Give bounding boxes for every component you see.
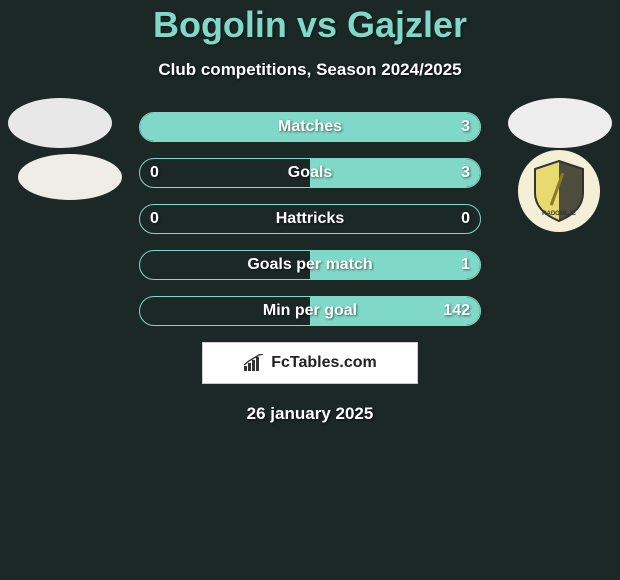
stat-label: Goals per match (140, 256, 480, 274)
stat-label: Min per goal (140, 302, 480, 320)
stat-right-value: 3 (442, 118, 470, 136)
stat-row-gpm: Goals per match 1 (139, 250, 481, 280)
subtitle: Club competitions, Season 2024/2025 (0, 60, 620, 80)
left-club-badge-1 (8, 98, 112, 148)
stat-right-value: 0 (442, 210, 470, 228)
page-title: Bogolin vs Gajzler (0, 4, 620, 46)
stat-right-value: 3 (442, 164, 470, 182)
right-club-badge-2: RADOMLJE (518, 150, 600, 232)
stat-rows: Matches 3 0 Goals 3 0 Hattricks 0 Goals … (139, 112, 481, 326)
right-club-badge-1 (508, 98, 612, 148)
stat-label: Goals (140, 164, 480, 182)
badge-text: RADOMLJE (542, 211, 576, 217)
left-club-badge-2 (18, 154, 122, 200)
date-label: 26 january 2025 (0, 404, 620, 424)
stat-label: Hattricks (140, 210, 480, 228)
stat-right-value: 1 (442, 256, 470, 274)
stat-row-goals: 0 Goals 3 (139, 158, 481, 188)
stat-row-matches: Matches 3 (139, 112, 481, 142)
stat-row-hattricks: 0 Hattricks 0 (139, 204, 481, 234)
fctables-link[interactable]: FcTables.com (202, 342, 418, 384)
comparison-widget: Bogolin vs Gajzler Club competitions, Se… (0, 0, 620, 424)
stat-right-value: 142 (442, 302, 470, 320)
stat-label: Matches (140, 118, 480, 136)
stat-row-mpg: Min per goal 142 (139, 296, 481, 326)
stats-area: RADOMLJE Matches 3 0 Goals 3 0 Hattricks… (0, 112, 620, 326)
logo-text: FcTables.com (271, 354, 377, 372)
chart-icon (243, 354, 265, 372)
shield-icon: RADOMLJE (529, 159, 589, 223)
